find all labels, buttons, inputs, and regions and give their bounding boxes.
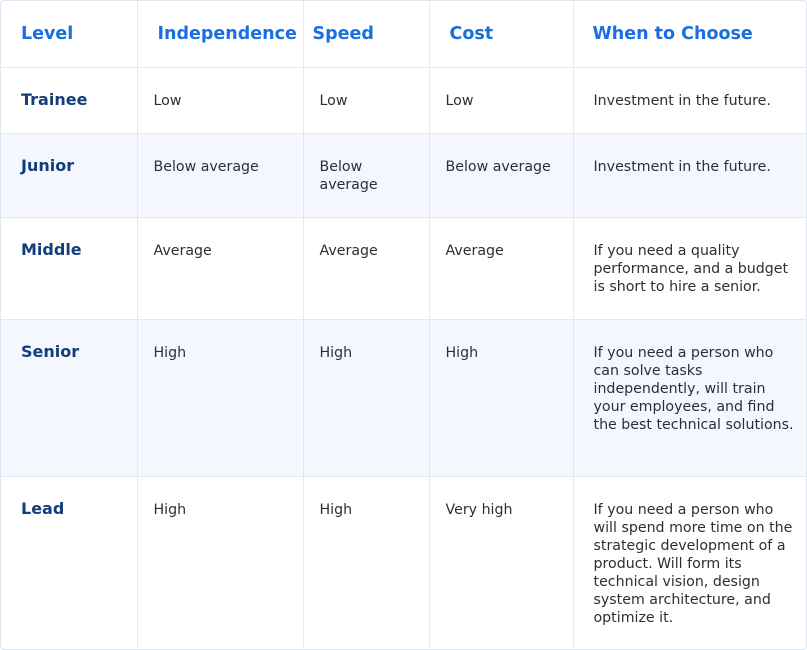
independence-cell: Average [137, 217, 304, 320]
table-row: Junior Below average Below average Below… [1, 133, 806, 218]
level-cell: Lead [1, 476, 138, 649]
header-when-to-choose: When to Choose [573, 1, 806, 68]
speed-cell: High [303, 476, 430, 649]
table-row: Middle Average Average Average If you ne… [1, 217, 806, 320]
cost-cell: Below average [429, 133, 574, 218]
speed-cell: Below average [303, 133, 430, 218]
independence-cell: Low [137, 67, 304, 134]
header-cost: Cost [429, 1, 574, 68]
table-row: Senior High High High If you need a pers… [1, 319, 806, 477]
table-row: Trainee Low Low Low Investment in the fu… [1, 67, 806, 134]
cost-cell: Low [429, 67, 574, 134]
header-independence: Independence [137, 1, 304, 68]
cost-cell: High [429, 319, 574, 477]
when-to-choose-cell: Investment in the future. [573, 133, 806, 218]
when-to-choose-cell: Investment in the future. [573, 67, 806, 134]
independence-cell: High [137, 319, 304, 477]
when-to-choose-cell: If you need a person who can solve tasks… [573, 319, 806, 477]
when-to-choose-cell: If you need a person who will spend more… [593, 501, 793, 626]
independence-cell: Below average [137, 133, 304, 218]
when-to-choose-cell: If you need a quality performance, and a… [573, 217, 806, 320]
speed-cell: Low [303, 67, 430, 134]
speed-cell: Average [303, 217, 430, 320]
independence-cell: High [137, 476, 304, 649]
level-cell: Middle [1, 217, 138, 320]
table-row: Lead High High Very high If you need a p… [1, 476, 806, 649]
header-speed: Speed [303, 1, 430, 68]
header-level: Level [1, 1, 138, 68]
cost-cell: Average [429, 217, 574, 320]
level-cell: Senior [1, 319, 138, 477]
table-header-row: Level Independence Speed Cost When to Ch… [1, 1, 806, 68]
cost-cell: Very high [429, 476, 574, 649]
speed-cell: High [303, 319, 430, 477]
level-cell: Trainee [1, 67, 138, 134]
level-cell: Junior [1, 133, 138, 218]
